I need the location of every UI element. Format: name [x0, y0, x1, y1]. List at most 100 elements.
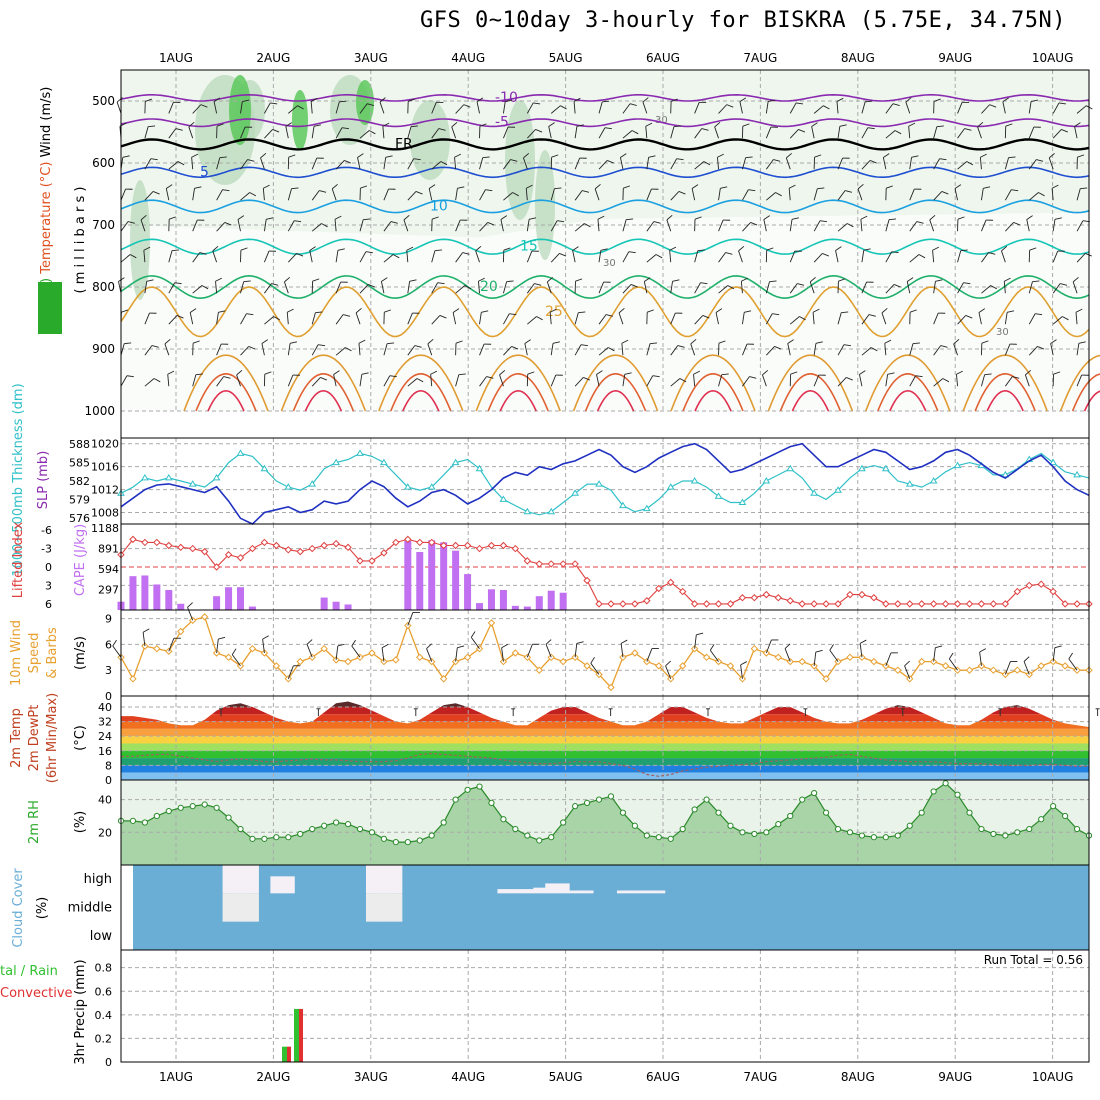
wind-barb — [200, 104, 208, 108]
wind-barb — [427, 343, 433, 356]
wind-barb — [192, 188, 195, 201]
surface-wind-barb — [470, 631, 476, 638]
wind-barb — [604, 127, 612, 130]
wind-barb — [262, 188, 265, 201]
wind-barb — [594, 183, 601, 190]
warm-isotherm-dome — [767, 354, 854, 412]
wind-barb — [379, 101, 385, 114]
wind-barb — [957, 161, 968, 170]
rh-marker — [787, 812, 794, 820]
date-label-bottom: 10AUG — [1032, 1070, 1074, 1084]
wind-barb — [503, 192, 513, 201]
wind-barb — [700, 282, 708, 285]
rh-marker — [261, 835, 268, 842]
wind-barb — [240, 159, 248, 170]
wind-barb — [452, 308, 460, 313]
thickness-marker — [881, 464, 890, 472]
rh-marker — [990, 830, 997, 838]
wind-barb — [523, 157, 528, 170]
wind-barb — [670, 281, 673, 294]
wind-barb — [414, 345, 422, 348]
lifted-index-marker — [547, 560, 555, 568]
thickness-marker — [236, 449, 245, 456]
wind-barb — [983, 186, 991, 189]
wind-barb — [526, 283, 535, 294]
wind-barb — [213, 101, 218, 114]
rh-marker — [763, 829, 770, 836]
wind-barb — [248, 346, 256, 350]
wind-barb — [479, 123, 487, 127]
wind-speed-marker — [511, 649, 520, 657]
wind-barb — [624, 372, 632, 375]
wind-barb — [701, 128, 709, 131]
wind-barb — [363, 218, 371, 221]
wind-barb — [379, 97, 386, 103]
wind-barb — [381, 277, 388, 282]
wind-barb — [670, 345, 679, 356]
wind-barb — [166, 184, 173, 189]
lifted-index-marker — [535, 560, 543, 568]
cloud-row-label: low — [90, 929, 113, 944]
wind-barb — [788, 184, 796, 189]
wind-barb — [573, 97, 581, 102]
date-label-top: 10AUG — [1032, 51, 1074, 65]
wind-barb — [857, 188, 863, 201]
wind-barb — [164, 343, 170, 356]
wind-barb — [933, 98, 941, 102]
thickness-marker — [619, 501, 627, 509]
wind-barb — [630, 284, 638, 288]
lifted-index-marker — [129, 535, 137, 544]
surface-wind-barb — [231, 654, 241, 667]
warm-isotherm-dome — [183, 354, 269, 412]
wind-barb — [957, 282, 964, 294]
wind-barb — [694, 315, 704, 325]
wind-barb — [645, 122, 653, 127]
wind-barb — [741, 157, 747, 170]
wind-barb — [476, 97, 484, 103]
wind-barb — [406, 246, 414, 251]
wind-barb — [510, 159, 518, 162]
wind-barb — [693, 374, 696, 387]
wind-barb — [642, 97, 649, 103]
wind-barb — [837, 344, 845, 356]
lifted-index-marker — [834, 600, 842, 608]
wind-speed-marker — [750, 644, 759, 653]
wind-speed-marker — [1013, 666, 1022, 674]
wind-barb — [439, 315, 447, 319]
cloud-cell — [282, 876, 295, 894]
wind-barb — [311, 223, 322, 232]
wind-barb — [841, 311, 849, 314]
wind-barb — [860, 219, 863, 232]
surface-wind-barb — [187, 607, 194, 621]
wind-barb — [335, 250, 339, 263]
wind-barb — [837, 157, 844, 170]
wind-barb — [694, 250, 699, 263]
wind-barb — [431, 102, 437, 114]
cloud-cell — [222, 893, 236, 922]
cape-bar — [320, 597, 328, 610]
wind-barb — [789, 219, 793, 232]
wind-barb — [954, 188, 958, 201]
wind-barb — [427, 338, 434, 345]
wind-speed-marker — [200, 613, 209, 621]
lifted-index-marker — [188, 544, 197, 553]
wind-barb — [1072, 281, 1078, 294]
wind-barb — [309, 246, 316, 251]
wind-barb — [583, 377, 590, 381]
wind-barb — [116, 101, 122, 114]
wind-barb — [694, 102, 700, 114]
wind-barb — [883, 153, 890, 158]
date-label-bottom: 8AUG — [841, 1070, 875, 1084]
wind-barb — [718, 188, 721, 201]
surface-wind-barb — [1052, 647, 1056, 662]
date-label-bottom: 1AUG — [159, 1070, 193, 1084]
wind-barb — [596, 374, 600, 387]
wind-barb — [285, 126, 289, 139]
rh-marker — [512, 825, 519, 833]
wind-barb — [440, 161, 448, 166]
cloud-unit-label: (%) — [35, 897, 50, 920]
wind-barb — [721, 373, 729, 376]
wind-barb — [622, 130, 633, 139]
wind-barb — [286, 312, 289, 325]
wind-barb — [741, 312, 745, 325]
